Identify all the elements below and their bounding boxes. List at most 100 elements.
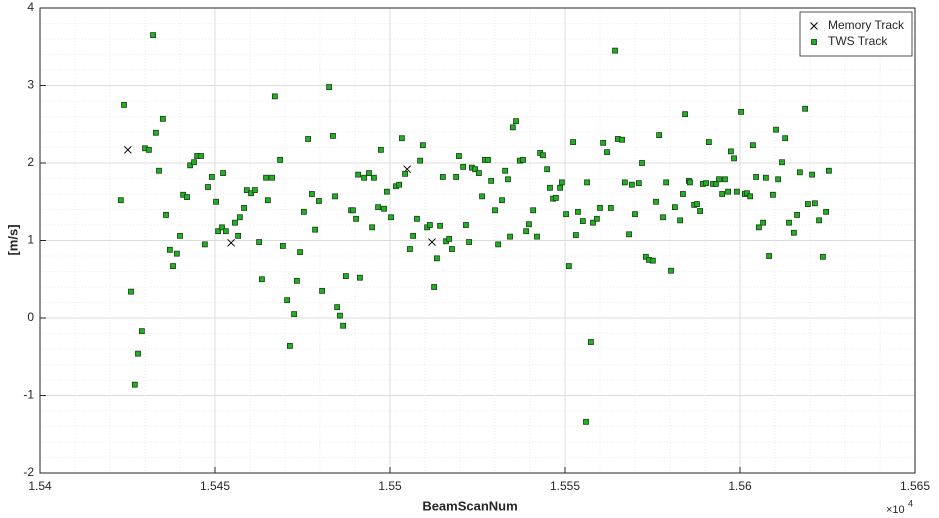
- point: [731, 155, 737, 162]
- x-tick-label: 1.54: [28, 479, 52, 493]
- point: [277, 156, 284, 163]
- x-multiplier-power: 4: [908, 498, 913, 508]
- y-tick-label: 3: [27, 78, 34, 92]
- point: [660, 214, 666, 221]
- point: [258, 276, 265, 283]
- point: [419, 142, 426, 149]
- point: [680, 191, 686, 197]
- point: [570, 139, 576, 145]
- point: [488, 177, 495, 184]
- point: [520, 156, 526, 163]
- point: [805, 201, 811, 207]
- point: [227, 238, 235, 247]
- point: [791, 229, 797, 236]
- point: [557, 184, 563, 191]
- point: [342, 273, 349, 280]
- y-tick-label: 1: [27, 233, 34, 247]
- point: [526, 221, 532, 228]
- point: [513, 118, 519, 125]
- point: [463, 222, 469, 228]
- point: [163, 212, 169, 218]
- point: [475, 170, 482, 176]
- point: [492, 207, 498, 214]
- point: [220, 170, 226, 176]
- point: [312, 226, 319, 233]
- point: [507, 233, 513, 240]
- point: [597, 205, 603, 211]
- y-axis-label: [m/s]: [5, 224, 20, 255]
- point: [502, 167, 509, 174]
- point: [219, 224, 225, 231]
- point: [414, 215, 420, 222]
- y-tick-label: 2: [27, 155, 34, 169]
- point: [733, 188, 740, 195]
- point: [319, 287, 326, 294]
- point: [460, 163, 467, 170]
- legend-box: [799, 11, 913, 57]
- point: [293, 277, 300, 284]
- point: [656, 132, 663, 139]
- point: [728, 148, 734, 155]
- point: [812, 200, 818, 207]
- point: [236, 214, 243, 221]
- legend-marker: [810, 22, 818, 30]
- point: [607, 205, 614, 211]
- point: [697, 208, 703, 214]
- legend-marker: [811, 39, 817, 45]
- point: [366, 170, 372, 176]
- x-tick-label: 1.56: [728, 479, 752, 493]
- point: [156, 167, 162, 174]
- x-multiplier: ×10: [886, 504, 905, 516]
- point: [316, 198, 322, 204]
- point: [370, 174, 377, 181]
- y-tick-label: 4: [27, 0, 34, 14]
- point: [802, 105, 808, 112]
- point: [243, 187, 250, 194]
- point: [449, 246, 455, 252]
- point: [773, 126, 779, 133]
- legend-label: Memory Track: [828, 18, 905, 32]
- point: [716, 176, 722, 183]
- point: [579, 218, 586, 225]
- point: [766, 253, 772, 259]
- point: [547, 184, 553, 191]
- point: [337, 312, 343, 319]
- point: [439, 174, 446, 180]
- point: [760, 219, 766, 226]
- point: [626, 231, 632, 238]
- point: [355, 171, 362, 178]
- point: [177, 232, 183, 239]
- point: [712, 181, 719, 187]
- point: [612, 47, 618, 54]
- y-tick-label: 0: [27, 310, 34, 324]
- point: [563, 211, 569, 218]
- point: [201, 241, 208, 248]
- point: [271, 93, 278, 100]
- point: [431, 284, 438, 290]
- point: [619, 136, 625, 143]
- point: [782, 135, 789, 142]
- point: [572, 232, 579, 238]
- axes-box: [39, 7, 916, 474]
- point: [433, 255, 440, 262]
- point: [632, 211, 638, 218]
- point: [187, 162, 194, 169]
- point: [796, 169, 803, 176]
- point: [756, 224, 762, 231]
- point: [334, 304, 341, 311]
- point: [417, 157, 424, 164]
- point: [509, 124, 516, 131]
- point: [381, 205, 387, 212]
- point: [232, 219, 238, 226]
- point: [309, 191, 315, 197]
- point: [593, 215, 600, 222]
- point: [600, 139, 607, 146]
- point: [398, 135, 405, 142]
- x-tick-label: 1.555: [550, 479, 580, 493]
- point: [377, 146, 384, 153]
- point: [722, 176, 728, 183]
- point: [588, 339, 594, 345]
- point: [642, 253, 649, 260]
- point: [428, 238, 436, 246]
